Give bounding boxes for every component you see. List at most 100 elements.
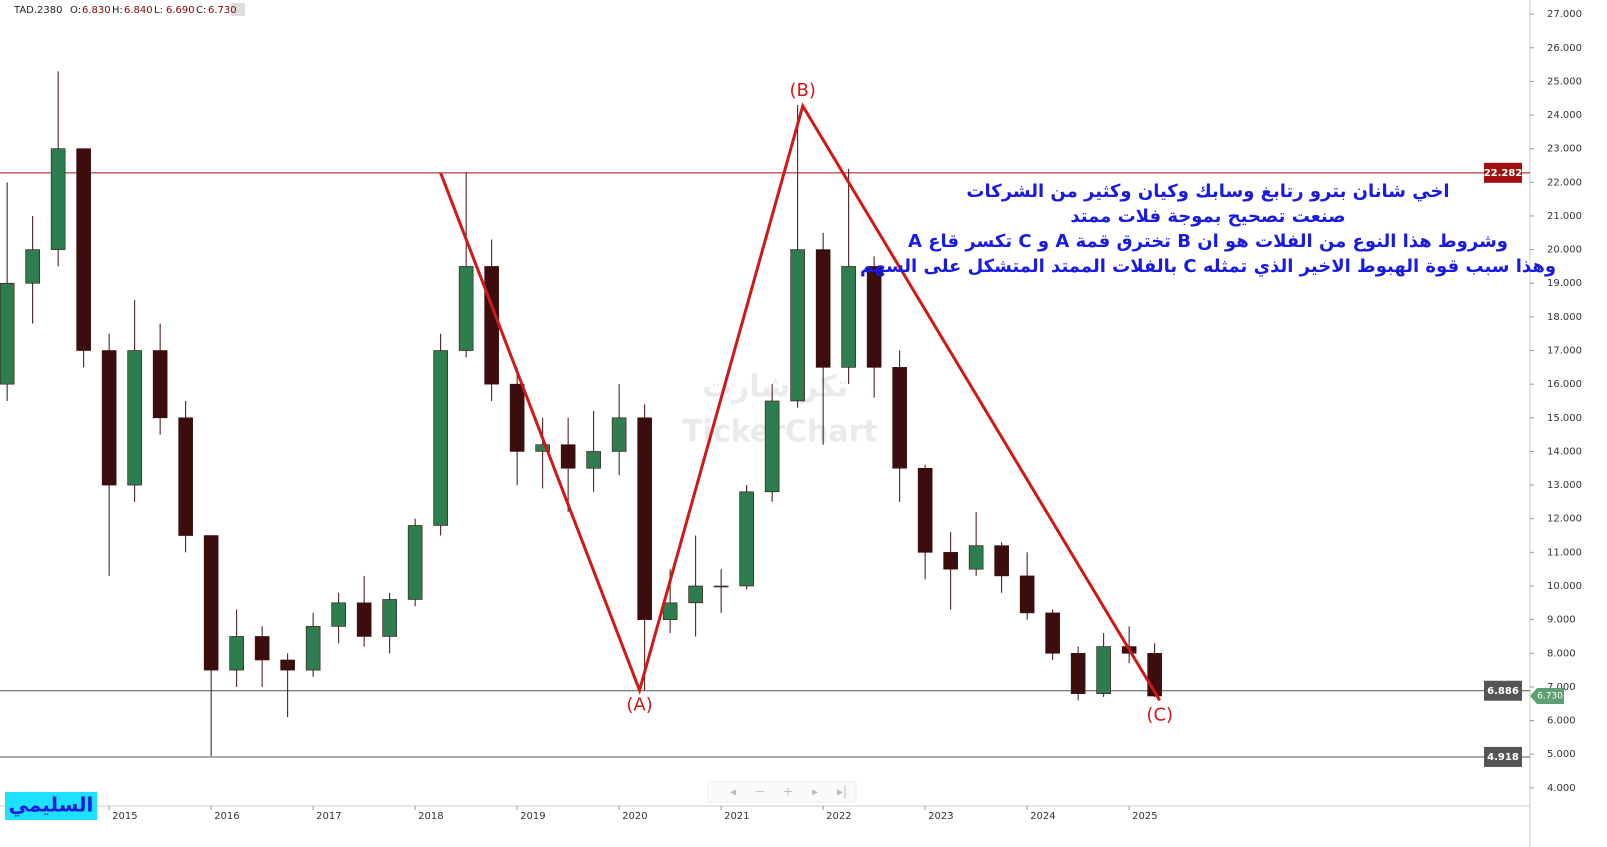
candle-body	[866, 266, 882, 368]
nav-controls[interactable]: ◂ − + ▸ ▸|	[707, 781, 857, 803]
candle-body	[101, 350, 117, 486]
candle-body	[305, 626, 321, 671]
candle-body	[484, 266, 499, 385]
candle-body	[968, 545, 984, 570]
y-tick-label: 4.000	[1547, 783, 1576, 794]
annotation-line: وشروط هذا النوع من الفلات هو ان B تخترق …	[908, 231, 1508, 252]
candle-body	[739, 491, 754, 587]
header-value: 6.830	[82, 5, 111, 16]
y-tick-label: 5.000	[1547, 749, 1576, 760]
y-tick-label: 14.000	[1547, 446, 1582, 457]
candle-body	[407, 525, 423, 600]
author-box	[5, 792, 97, 820]
x-tick-label: 2018	[418, 811, 443, 822]
y-tick-label: 27.000	[1547, 9, 1582, 20]
y-tick-label: 18.000	[1547, 312, 1582, 323]
y-tick-label: 9.000	[1547, 615, 1576, 626]
candle-body	[815, 249, 831, 368]
level-tag	[1484, 162, 1522, 183]
y-tick-label: 15.000	[1547, 413, 1582, 424]
y-tick-label: 19.000	[1547, 278, 1582, 289]
candle-body	[917, 467, 933, 553]
y-tick-label: 21.000	[1547, 211, 1582, 222]
annotation-line: صنعت تصحيح بموجة فلات ممتد	[1070, 206, 1345, 227]
y-tick-label: 13.000	[1547, 480, 1582, 491]
y-tick-label: 11.000	[1547, 547, 1582, 558]
y-tick-label: 6.000	[1547, 716, 1576, 727]
wave-label: (A)	[626, 694, 652, 715]
x-tick-label: 2023	[928, 811, 953, 822]
level-tag	[1484, 746, 1522, 767]
nav-left[interactable]: ◂	[730, 785, 736, 799]
candle-body	[637, 417, 652, 620]
y-tick-label: 16.000	[1547, 379, 1582, 390]
wave-label: (B)	[790, 80, 816, 101]
x-tick-label: 2016	[214, 811, 239, 822]
y-tick-label: 24.000	[1547, 110, 1582, 121]
wave-line	[439, 102, 1162, 702]
candle-body	[535, 444, 550, 452]
symbol: TAD.2380	[13, 5, 63, 16]
candle-body	[1045, 612, 1060, 654]
y-tick-label: 17.000	[1547, 346, 1582, 357]
menu-button[interactable]	[231, 3, 245, 16]
y-tick-label: 26.000	[1547, 43, 1582, 54]
annotation-line: اخي شانان بترو رتابغ وسابك وكيان وكثير م…	[966, 181, 1449, 202]
x-tick-label: 2020	[622, 811, 647, 822]
header-value: 6.690	[166, 5, 195, 16]
y-tick-label: 22.000	[1547, 177, 1582, 188]
candle-body	[203, 535, 219, 671]
header-key: O:	[70, 5, 81, 16]
y-tick-label: 25.000	[1547, 76, 1582, 87]
candle-body	[764, 400, 780, 493]
x-tick-label: 2015	[112, 811, 137, 822]
candle-body	[1070, 652, 1086, 694]
y-tick-label: 8.000	[1547, 648, 1576, 659]
nav-end[interactable]: ▸|	[837, 785, 847, 799]
last-price-tag	[1530, 687, 1564, 704]
candle-body	[280, 659, 295, 671]
x-tick-label: 2024	[1030, 811, 1055, 822]
header-key: C:	[196, 5, 206, 16]
author: السليمي	[9, 793, 94, 818]
x-tick-label: 2021	[724, 811, 749, 822]
y-tick-label: 10.000	[1547, 581, 1582, 592]
header-key: H:	[112, 5, 123, 16]
candle-body	[331, 602, 346, 627]
candle-body	[994, 545, 1009, 577]
candle-body	[127, 350, 142, 486]
candle-body	[0, 282, 15, 385]
candle-body	[790, 249, 805, 402]
candle-body	[662, 602, 678, 620]
nav-box[interactable]	[707, 781, 857, 803]
candle-body	[1019, 575, 1035, 614]
wave-label: (C)	[1146, 704, 1173, 725]
candle-body	[611, 417, 627, 452]
candle-body	[254, 636, 270, 661]
header-value: 6.730	[208, 5, 237, 16]
level-tag-label: 22.282	[1484, 168, 1523, 179]
y-tick-label: 7.000	[1547, 682, 1576, 693]
candle-body	[382, 599, 397, 637]
candle-body	[433, 350, 448, 526]
nav-zoom-out[interactable]: −	[755, 785, 765, 799]
candle-body	[229, 636, 244, 671]
candle-body	[356, 602, 372, 637]
candle-body	[841, 266, 856, 368]
candle-body	[586, 451, 601, 469]
nav-right[interactable]: ▸	[812, 785, 818, 799]
x-tick-label: 2022	[826, 811, 851, 822]
level-tag	[1484, 680, 1522, 701]
candle-body	[892, 367, 907, 469]
header-value: 6.840	[124, 5, 153, 16]
x-tick-label: 2017	[316, 811, 341, 822]
candle-body	[1096, 646, 1111, 694]
last-price-label: 6.730	[1537, 691, 1563, 701]
annotation-line: وهذا سبب قوة الهبوط الاخير الذي تمثله C …	[860, 256, 1556, 277]
candle-body	[560, 444, 576, 469]
nav-zoom-in[interactable]: +	[783, 785, 793, 799]
y-tick-label: 12.000	[1547, 514, 1582, 525]
candle-body	[25, 249, 40, 284]
